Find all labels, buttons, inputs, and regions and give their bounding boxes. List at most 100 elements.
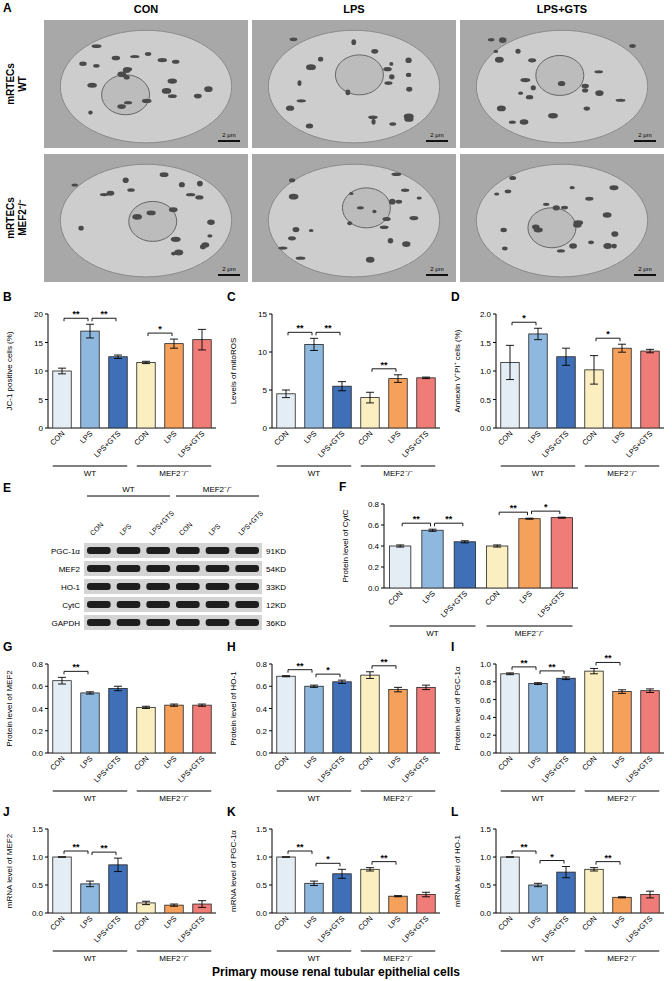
micrograph: 2 μm <box>460 20 664 148</box>
error-cap <box>310 685 318 686</box>
bar <box>137 362 155 428</box>
category-label: LPS <box>162 429 178 445</box>
error-cap <box>590 673 598 674</box>
tick-label: 0.2 <box>368 563 380 572</box>
category-label: LPS <box>386 754 402 770</box>
bar <box>361 675 379 753</box>
organelle <box>494 50 498 53</box>
tick <box>493 342 496 343</box>
category-label: CON <box>580 429 598 447</box>
group-label: WT <box>84 469 97 478</box>
row-label: mRTECs <box>5 63 16 105</box>
tick-label: 0.6 <box>480 696 492 705</box>
error-line <box>314 881 315 885</box>
significance-label: ** <box>324 323 332 333</box>
error-cap <box>422 685 430 686</box>
error-cap <box>422 896 430 897</box>
bar <box>193 340 211 428</box>
error-cap <box>198 907 206 908</box>
organelle <box>388 238 393 244</box>
group-label: WT <box>532 794 545 803</box>
band <box>176 547 200 554</box>
error-line <box>510 345 511 379</box>
bar <box>81 693 99 753</box>
bar <box>417 687 435 753</box>
organelle <box>382 217 390 221</box>
significance-label: ** <box>380 360 388 370</box>
x-axis <box>48 753 216 754</box>
organelle <box>528 58 536 62</box>
error-cap <box>282 857 290 858</box>
tick <box>269 664 272 665</box>
error-bar <box>562 348 570 365</box>
error-line <box>62 368 63 374</box>
error-cap <box>366 871 374 872</box>
x-axis <box>384 588 578 589</box>
error-bar <box>506 857 514 858</box>
category-label: LPS+GTS <box>316 429 346 459</box>
error-cap <box>58 373 66 374</box>
organelle <box>409 216 418 220</box>
category-label: CON <box>48 914 66 932</box>
significance-label: ** <box>100 309 108 319</box>
category-label: LPS+GTS <box>92 754 122 784</box>
error-bar <box>170 704 178 706</box>
organelle <box>186 193 195 196</box>
error-cap <box>461 540 469 541</box>
organelle <box>505 190 512 194</box>
tick <box>45 399 48 400</box>
panel-letter: B <box>3 290 12 304</box>
category-label: LPS+GTS <box>400 754 430 784</box>
organelle <box>488 38 494 41</box>
significance-label: ** <box>380 853 388 863</box>
bar <box>557 872 575 913</box>
cell <box>268 164 439 277</box>
scale-bar-label: 2 μm <box>222 132 235 138</box>
organelle <box>349 192 353 195</box>
organelle <box>351 39 356 45</box>
error-line <box>118 686 119 690</box>
error-bar <box>142 901 150 904</box>
error-cap <box>338 878 346 879</box>
category-label: LPS <box>526 754 542 770</box>
tick <box>45 428 48 429</box>
category-label: LPS+GTS <box>536 589 566 619</box>
image-background <box>460 20 664 148</box>
error-cap <box>526 518 534 519</box>
organelle <box>357 206 364 209</box>
category-label: CON <box>483 589 501 607</box>
tick <box>269 390 272 391</box>
tick-label: 1.0 <box>480 660 492 669</box>
scale-bar <box>426 274 448 276</box>
error-bar <box>282 676 290 677</box>
error-cap <box>198 706 206 707</box>
error-cap <box>58 684 66 685</box>
tick <box>493 829 496 830</box>
tick-label: 1.0 <box>32 853 44 862</box>
bar <box>613 897 631 913</box>
band <box>206 583 230 590</box>
chart: D0.00.51.01.52.0Annexin V⁺PI⁺ cells (%)C… <box>451 290 664 478</box>
error-cap <box>394 895 402 896</box>
error-line <box>622 344 623 352</box>
error-cap <box>506 379 514 380</box>
error-cap <box>618 352 626 353</box>
error-bar <box>618 344 626 352</box>
error-cap <box>618 344 626 345</box>
micrograph: 2 μm <box>252 154 456 282</box>
category-label: LPS <box>78 754 94 770</box>
tick <box>45 371 48 372</box>
error-cap <box>366 392 374 393</box>
tick <box>493 664 496 665</box>
error-cap <box>338 381 346 382</box>
organelle <box>368 116 378 120</box>
organelle <box>499 37 507 43</box>
significance-label: * <box>522 313 526 323</box>
tick-label: 0.0 <box>32 909 44 918</box>
organelle <box>168 94 177 98</box>
group-label: WT <box>84 794 97 803</box>
significance-label: ** <box>445 514 453 524</box>
error-cap <box>170 904 178 905</box>
error-cap <box>338 680 346 681</box>
significance-label: * <box>326 854 330 864</box>
